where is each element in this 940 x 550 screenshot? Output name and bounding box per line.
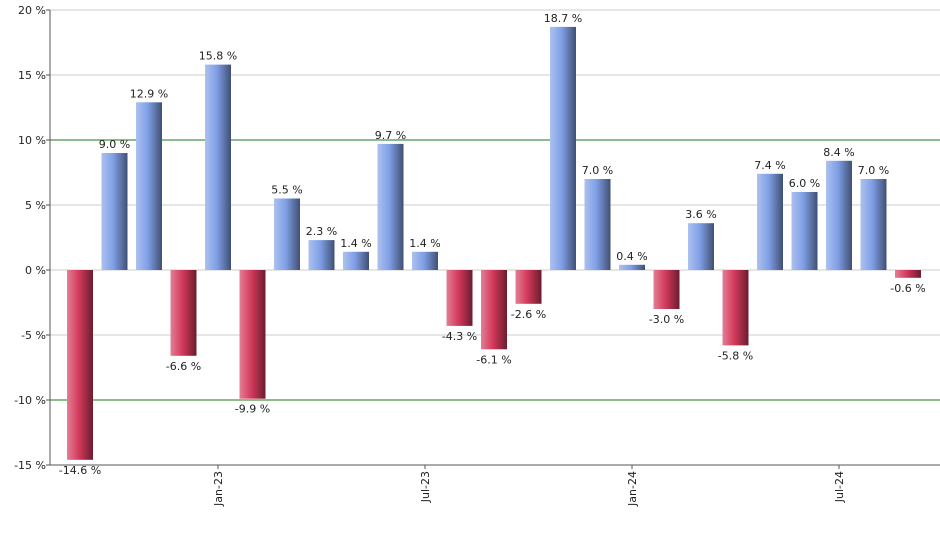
bar xyxy=(860,179,887,270)
bar xyxy=(377,143,404,270)
y-tick-label: 0 % xyxy=(25,264,46,277)
value-label: 7.0 % xyxy=(582,164,613,177)
x-tick-label: Jan-23 xyxy=(212,471,225,507)
bar xyxy=(515,270,542,304)
value-label: -5.8 % xyxy=(718,349,753,362)
bar xyxy=(343,251,369,270)
value-label: -9.9 % xyxy=(235,403,270,416)
bar xyxy=(688,223,714,270)
value-label: 5.5 % xyxy=(271,184,302,197)
value-label: 3.6 % xyxy=(685,208,716,221)
value-label: 2.3 % xyxy=(306,225,337,238)
bar xyxy=(584,179,611,270)
value-label: 0.4 % xyxy=(616,250,647,263)
value-label: 7.0 % xyxy=(858,164,889,177)
y-tick-label: 15 % xyxy=(18,69,46,82)
value-label: 7.4 % xyxy=(754,159,785,172)
value-label: -0.6 % xyxy=(890,282,925,295)
bar xyxy=(653,270,680,309)
y-tick-label: 10 % xyxy=(18,134,46,147)
value-label: 1.4 % xyxy=(340,237,371,250)
bar xyxy=(481,270,507,350)
value-label: 9.7 % xyxy=(375,129,406,142)
y-tick-label: 20 % xyxy=(18,4,46,17)
bar xyxy=(791,192,818,270)
value-label: 18.7 % xyxy=(544,12,582,25)
bar xyxy=(205,64,231,270)
y-tick-label: -5 % xyxy=(21,329,46,342)
value-label: -14.6 % xyxy=(59,464,101,477)
value-label: 12.9 % xyxy=(130,87,168,100)
value-label: 6.0 % xyxy=(789,177,820,190)
bar xyxy=(412,251,438,270)
bar xyxy=(136,102,162,270)
bar xyxy=(722,270,749,346)
value-label: 9.0 % xyxy=(99,138,130,151)
bar xyxy=(895,270,921,278)
value-label: 1.4 % xyxy=(409,237,440,250)
x-tick-label: Jan-24 xyxy=(626,471,639,507)
y-tick-label: 5 % xyxy=(25,199,46,212)
bar xyxy=(170,270,197,356)
value-label: -3.0 % xyxy=(649,313,684,326)
bar xyxy=(67,270,93,460)
bar xyxy=(757,173,783,270)
bar xyxy=(826,160,852,270)
value-label: 15.8 % xyxy=(199,50,237,63)
bar xyxy=(446,270,473,326)
value-label: -6.6 % xyxy=(166,360,201,373)
y-tick-label: -15 % xyxy=(14,459,46,472)
bar xyxy=(308,240,335,270)
value-label: -4.3 % xyxy=(442,330,477,343)
x-tick-label: Jul-23 xyxy=(419,471,432,503)
bar xyxy=(550,26,576,271)
bar xyxy=(274,198,300,270)
bar xyxy=(101,153,128,270)
bar xyxy=(239,270,266,399)
value-label: -2.6 % xyxy=(511,308,546,321)
value-label: -6.1 % xyxy=(476,353,511,366)
bar xyxy=(619,264,645,270)
y-tick-label: -10 % xyxy=(14,394,46,407)
x-tick-label: Jul-24 xyxy=(833,471,846,503)
value-label: 8.4 % xyxy=(823,146,854,159)
